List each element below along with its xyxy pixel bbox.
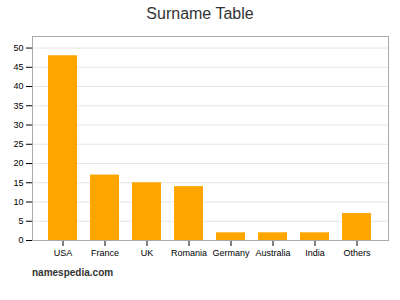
svg-text:20: 20 <box>13 158 23 168</box>
svg-text:France: France <box>91 248 119 258</box>
svg-text:35: 35 <box>13 101 23 111</box>
svg-text:Romania: Romania <box>171 248 207 258</box>
svg-text:15: 15 <box>13 178 23 188</box>
svg-text:40: 40 <box>13 81 23 91</box>
svg-text:Germany: Germany <box>212 248 250 258</box>
svg-text:25: 25 <box>13 139 23 149</box>
svg-text:50: 50 <box>13 43 23 53</box>
svg-text:30: 30 <box>13 120 23 130</box>
svg-text:Others: Others <box>343 248 371 258</box>
html-text:Surname Table: Surname Table <box>146 5 254 22</box>
svg-text:Australia: Australia <box>255 248 290 258</box>
svg-text:0: 0 <box>18 235 23 245</box>
svg-text:India: India <box>305 248 325 258</box>
svg-text:45: 45 <box>13 62 23 72</box>
svg-text:5: 5 <box>18 216 23 226</box>
svg-text:UK: UK <box>141 248 154 258</box>
html-text:namespedia.com: namespedia.com <box>32 267 114 278</box>
svg-text:USA: USA <box>54 248 73 258</box>
svg-text:10: 10 <box>13 197 23 207</box>
